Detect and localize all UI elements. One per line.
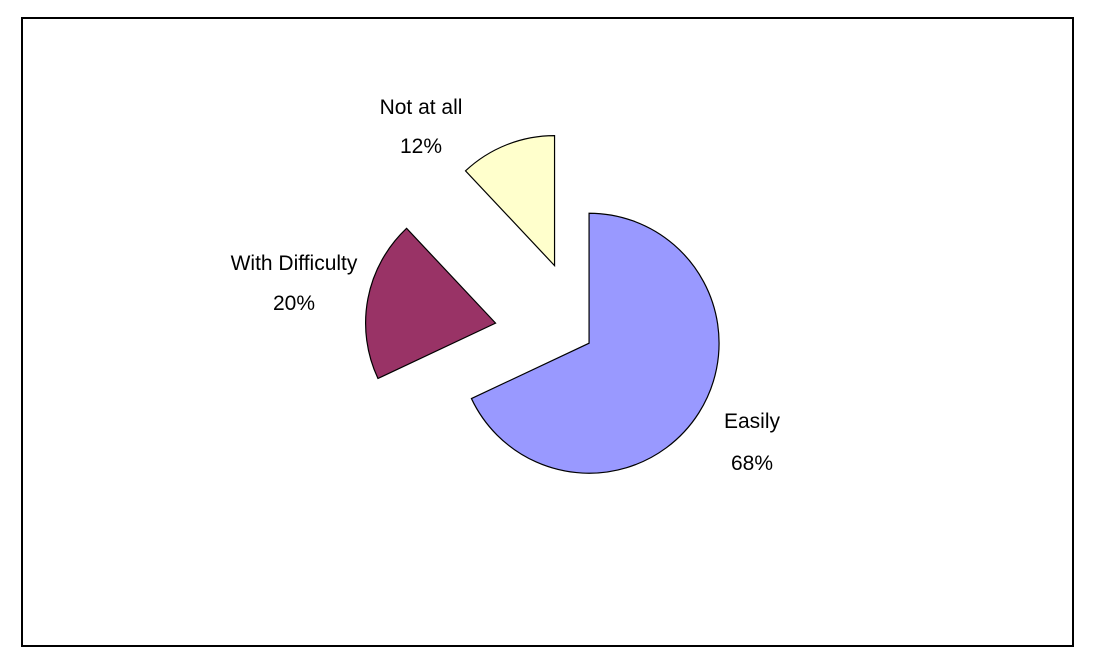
pie-slices (365, 135, 720, 474)
slice-not-at-all (464, 135, 556, 268)
slice-label-easily: Easily 68% (724, 410, 781, 475)
chart-area (21, 17, 1074, 647)
slice-label-not-at-all-name: Not at all (380, 96, 463, 119)
slice-label-easily-name: Easily (724, 410, 781, 433)
slice-label-with-difficulty-value: 20% (273, 292, 315, 315)
slice-label-with-difficulty-name: With Difficulty (231, 252, 358, 275)
slice-label-not-at-all-value: 12% (400, 135, 442, 158)
slice-label-not-at-all: Not at all 12% (380, 96, 463, 158)
slice-easily (470, 212, 720, 474)
slice-with-difficulty (365, 227, 497, 380)
slice-label-easily-value: 68% (731, 452, 773, 475)
slice-label-with-difficulty: With Difficulty 20% (231, 252, 358, 315)
pie-chart: Easily 68% With Difficulty 20% Not at al… (231, 96, 781, 475)
